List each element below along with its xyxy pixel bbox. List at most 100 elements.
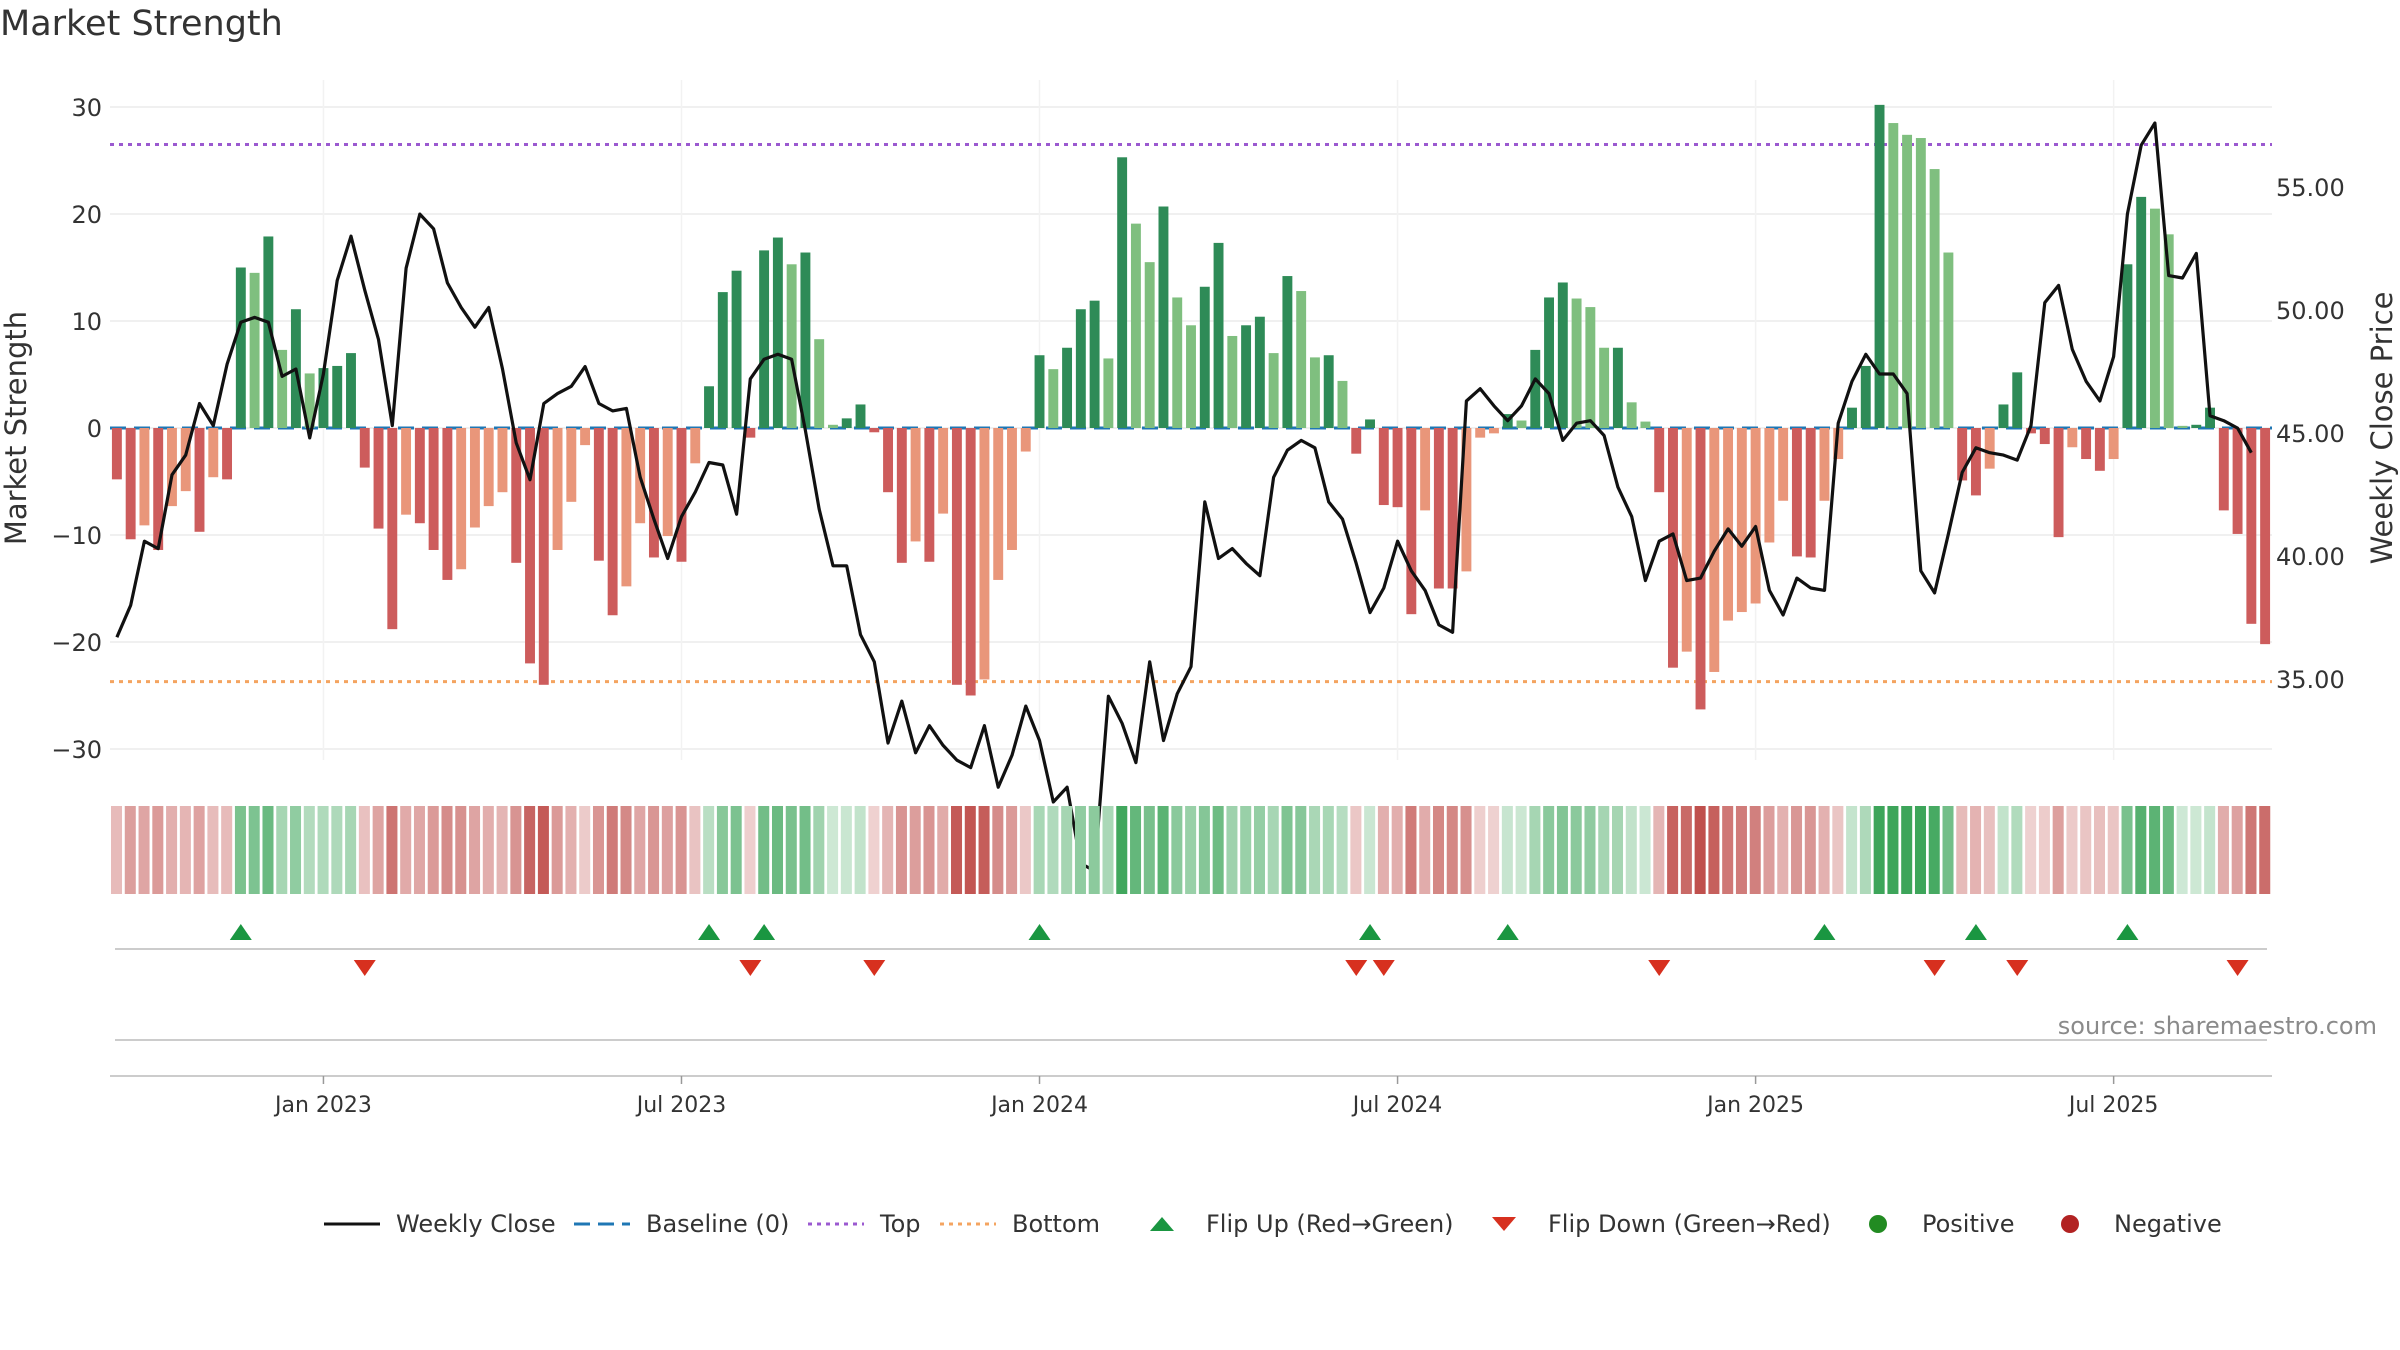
flip-down-marker: [863, 960, 886, 976]
strength-bar: [1557, 282, 1568, 428]
triangle-up-icon: [1150, 1217, 1174, 1231]
strength-bar: [1695, 428, 1706, 710]
strength-bar: [1571, 298, 1582, 428]
heat-cell: [455, 806, 467, 894]
heat-cell: [317, 806, 329, 894]
strength-bar: [2191, 424, 2202, 428]
strength-bar: [139, 428, 150, 526]
strength-bar: [222, 428, 233, 480]
heat-cell: [634, 806, 646, 894]
heat-cell: [1846, 806, 1858, 894]
legend-label: Flip Up (Red→Green): [1206, 1210, 1454, 1238]
strength-bar: [2053, 428, 2064, 538]
strength-bar: [1736, 428, 1747, 613]
strength-bar: [469, 428, 480, 528]
strength-bar: [1585, 307, 1596, 428]
heat-cell: [868, 806, 880, 894]
strength-bar: [786, 264, 797, 428]
strength-bar: [1764, 428, 1775, 543]
y-axis-right: 55.00 50.00 45.00 40.00 35.00: [2276, 174, 2345, 694]
heat-cell: [1336, 806, 1348, 894]
strength-bar: [1970, 428, 1981, 496]
strength-bar: [1723, 428, 1734, 621]
heat-cell: [1171, 806, 1183, 894]
heat-cell: [951, 806, 963, 894]
heat-cell: [813, 806, 825, 894]
line-solid-icon: [324, 1222, 380, 1226]
strength-bar: [855, 404, 866, 428]
heat-cell: [1185, 806, 1197, 894]
heat-cell: [854, 806, 866, 894]
heat-cell: [1364, 806, 1376, 894]
legend-label: Flip Down (Green→Red): [1548, 1210, 1831, 1238]
strength-bar: [2122, 264, 2133, 428]
strength-bar: [2246, 428, 2257, 624]
heat-cell: [1625, 806, 1637, 894]
strength-bar: [1158, 206, 1169, 428]
strength-bar: [993, 428, 1004, 580]
strength-bar: [1309, 357, 1320, 428]
strength-bar: [1943, 252, 1954, 428]
strength-bar: [538, 428, 549, 685]
strength-bar: [483, 428, 494, 507]
heat-cell: [221, 806, 233, 894]
heat-cell: [551, 806, 563, 894]
heat-cell: [1873, 806, 1885, 894]
strength-bar: [951, 428, 962, 685]
heat-cell: [1488, 806, 1500, 894]
heat-cell: [1157, 806, 1169, 894]
heat-cell: [1749, 806, 1761, 894]
strength-bar: [731, 270, 742, 428]
strength-bar: [1544, 297, 1554, 428]
y-tick-label: −20: [51, 629, 102, 657]
heat-cell: [2204, 806, 2216, 894]
strength-bar: [1833, 428, 1844, 460]
y2-tick-label: 35.00: [2276, 666, 2345, 694]
heat-cell: [1006, 806, 1018, 894]
triangle-down-icon: [1492, 1217, 1516, 1231]
strength-bar: [676, 428, 687, 562]
heat-cell: [413, 806, 425, 894]
strength-bar: [648, 428, 659, 558]
strength-bar: [194, 428, 205, 532]
heat-cell: [1887, 806, 1899, 894]
x-tick-label: Jul 2023: [635, 1093, 727, 1118]
heat-cell: [2245, 806, 2257, 894]
strength-bar: [1392, 428, 1403, 508]
heat-cell: [1460, 806, 1472, 894]
strength-bar: [1144, 262, 1155, 428]
strength-bar: [1034, 355, 1045, 428]
heat-cell: [1983, 806, 1995, 894]
heat-cell: [1405, 806, 1417, 894]
heat-cell: [1102, 806, 1114, 894]
strength-bar: [593, 428, 604, 561]
heat-cell: [785, 806, 797, 894]
strength-bar: [1860, 365, 1871, 428]
strength-bar: [1626, 402, 1637, 428]
strength-bar: [1227, 335, 1238, 428]
heat-cell: [771, 806, 784, 894]
strength-bar: [1461, 428, 1472, 572]
flip-up-marker: [698, 924, 721, 940]
line-dashed-icon: [574, 1222, 630, 1226]
strength-bar: [2205, 407, 2215, 428]
heat-cell: [1529, 806, 1541, 894]
legend-label: Baseline (0): [646, 1210, 790, 1238]
heat-cell: [1556, 806, 1568, 894]
heat-cell: [138, 806, 150, 894]
heat-cell: [290, 806, 302, 894]
heat-cell: [1143, 806, 1155, 894]
heat-cell: [1047, 806, 1059, 894]
heat-cell: [909, 806, 921, 894]
y-tick-label: 30: [71, 94, 102, 122]
heat-cell: [1198, 806, 1210, 894]
heat-cell: [2190, 806, 2202, 894]
y-tick-label: −10: [51, 522, 102, 550]
strength-bar: [1654, 428, 1665, 493]
heat-cell: [1515, 806, 1527, 894]
heat-cell: [1226, 806, 1238, 894]
strength-bar: [1254, 316, 1265, 428]
heat-cell: [111, 806, 123, 894]
strength-bar: [2012, 372, 2023, 428]
strength-bar: [1915, 138, 1926, 428]
